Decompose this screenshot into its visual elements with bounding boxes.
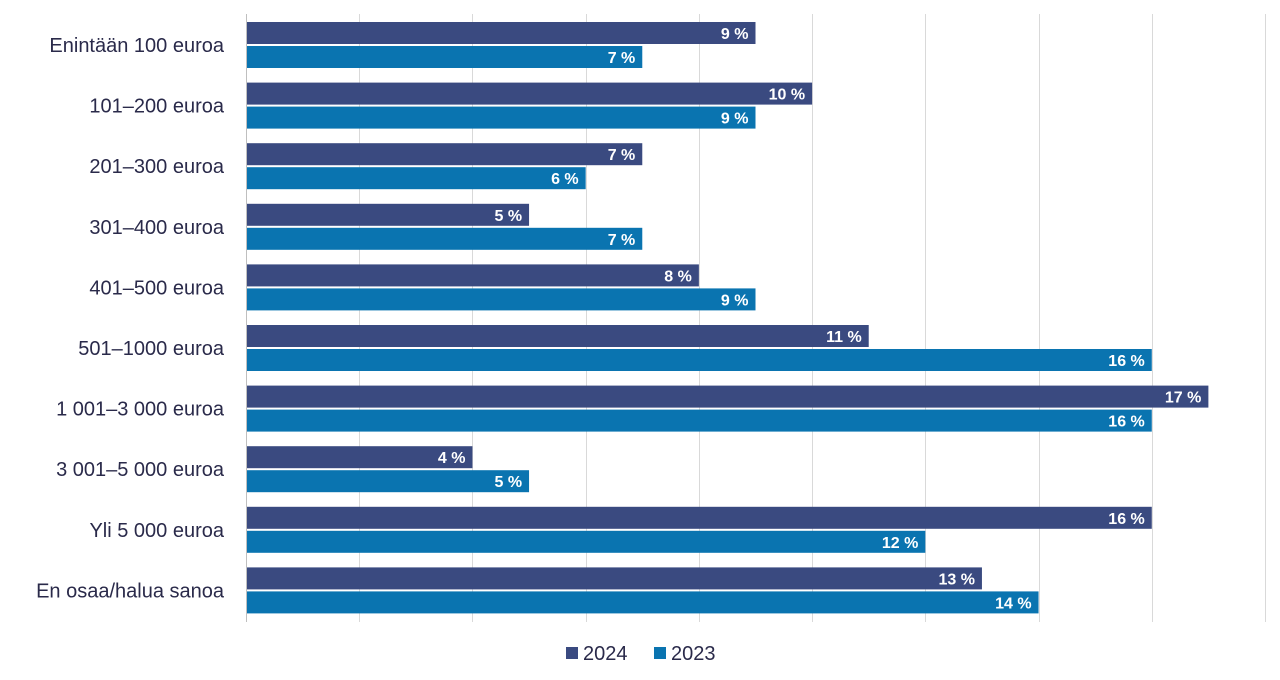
legend-swatch-2024 [566,647,578,659]
legend: 2024 2023 [566,643,716,665]
bar-2024-7 [247,446,473,469]
category-label-8: Yli 5 000 euroa [89,520,224,542]
category-labels: Enintään 100 euroa 101–200 euroa 201–300 e… [36,35,225,602]
value-label-2024-6: 17 % [1165,390,1201,407]
value-label-2024-1: 10 % [769,87,805,104]
value-label-2023-6: 16 % [1108,414,1144,431]
category-label-4: 401–500 euroa [89,277,224,299]
legend-label-2024: 2024 [583,643,628,665]
value-label-2024-2: 7 % [608,147,636,164]
category-label-0: Enintään 100 euroa [49,35,224,57]
bar-2023-7 [247,470,530,493]
bar-2024-5 [247,325,869,347]
bars: 9 % 7 % 10 % 9 % 7 % 6 % 5 % 7 % 8 % 9 % 11 % 16 % 1… [247,22,1209,614]
value-label-2023-1: 9 % [721,111,749,128]
bar-2023-2 [247,167,586,190]
value-label-2024-8: 16 % [1108,511,1144,528]
value-label-2024-9: 13 % [938,571,974,588]
category-label-1: 101–200 euroa [89,96,224,118]
bar-2024-9 [247,567,982,590]
category-label-2: 201–300 euroa [89,156,224,178]
bar-2024-3 [247,203,530,226]
value-label-2024-7: 4 % [438,450,466,467]
value-label-2024-0: 9 % [721,26,749,43]
bar-2023-9 [247,591,1039,614]
bar-2023-1 [247,106,756,129]
category-label-6: 1 001–3 000 euroa [56,399,225,421]
bar-2024-4 [247,264,699,287]
bar-2023-6 [247,409,1152,432]
category-label-7: 3 001–5 000 euroa [56,459,225,481]
category-label-9: En osaa/halua sanoa [36,580,225,602]
value-label-2023-2: 6 % [551,171,579,188]
value-label-2023-4: 9 % [721,292,749,309]
bar-2023-5 [247,349,1152,371]
value-label-2023-0: 7 % [608,50,636,67]
bar-2024-8 [247,506,1152,529]
bar-2024-6 [247,385,1209,408]
value-label-2023-7: 5 % [494,474,522,491]
value-label-2024-5: 11 % [826,329,862,346]
bar-2024-1 [247,82,813,105]
bar-2023-3 [247,227,643,250]
value-label-2023-8: 12 % [882,535,918,552]
category-label-5: 501–1000 euroa [78,338,225,360]
bar-2023-0 [247,46,643,68]
value-label-2023-3: 7 % [608,232,636,249]
value-label-2023-9: 14 % [995,595,1031,612]
legend-label-2023: 2023 [671,643,716,665]
bar-2023-4 [247,288,756,311]
value-label-2023-5: 16 % [1108,353,1144,370]
bar-2024-2 [247,143,643,166]
value-label-2024-4: 8 % [664,268,692,285]
bar-2023-8 [247,530,926,553]
legend-swatch-2023 [654,647,666,659]
bar-2024-0 [247,22,756,44]
value-label-2024-3: 5 % [494,208,522,225]
category-label-3: 301–400 euroa [89,217,224,239]
